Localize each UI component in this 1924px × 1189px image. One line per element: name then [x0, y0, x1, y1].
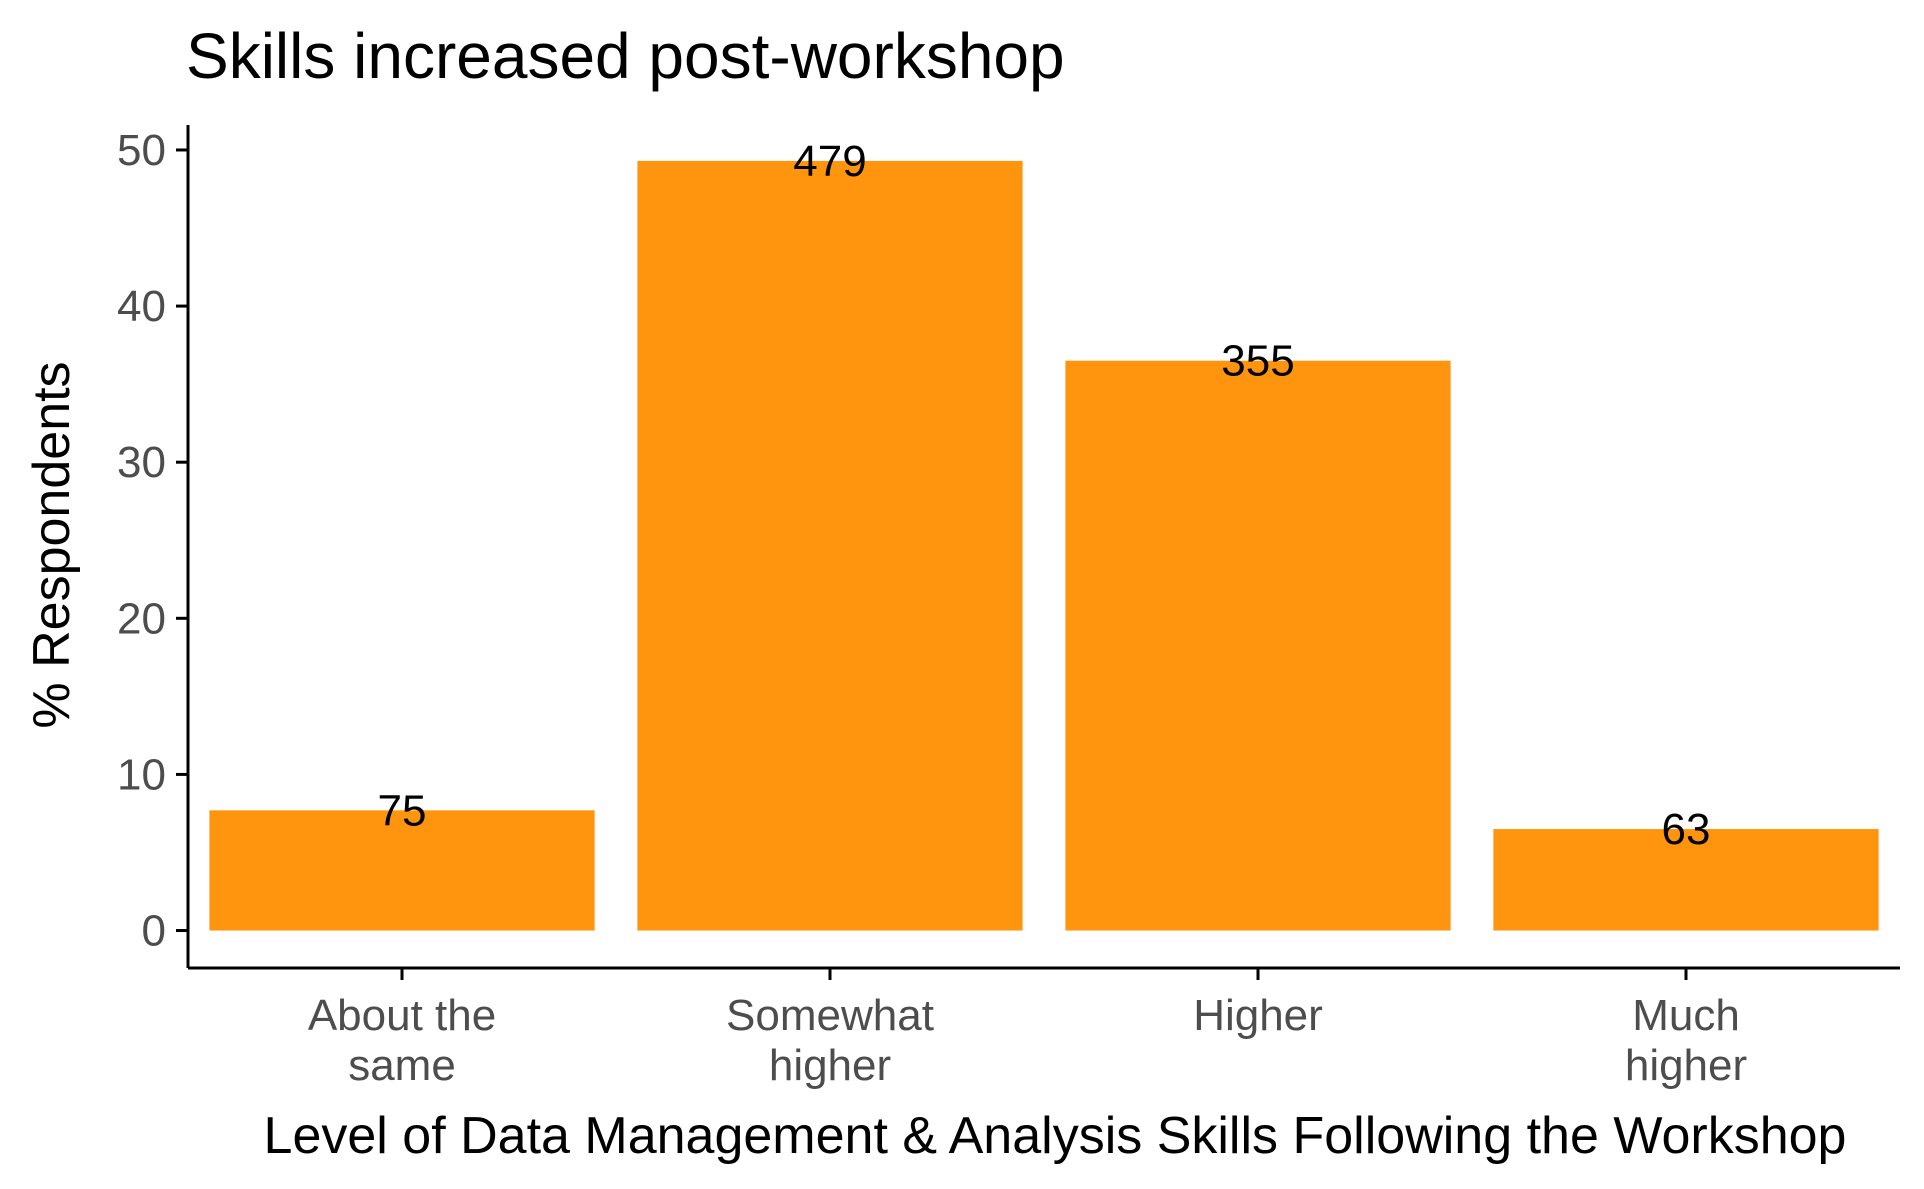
bar: [1065, 360, 1451, 931]
chart-title: Skills increased post-workshop: [186, 20, 1065, 92]
data-label: 479: [793, 137, 866, 186]
x-tick-label: About the same: [308, 991, 496, 1090]
data-label: 63: [1662, 805, 1711, 854]
x-tick-label: Much higher: [1625, 991, 1747, 1090]
bar: [209, 810, 595, 931]
y-axis-title: % Respondents: [23, 361, 81, 728]
x-axis-title: Level of Data Management & Analysis Skil…: [264, 1107, 1847, 1165]
y-tick-label: 0: [142, 907, 166, 956]
x-tick-label: Higher: [1193, 991, 1323, 1040]
y-tick-label: 40: [117, 282, 166, 331]
plot-area: 75 479 355 63 0 10 20 30 40 50 About the same Somewh…: [117, 125, 1900, 1090]
x-tick-label: Somewhat higher: [726, 991, 934, 1090]
data-label: 355: [1221, 337, 1294, 386]
y-tick-label: 50: [117, 126, 166, 175]
y-tick-label: 30: [117, 438, 166, 487]
y-tick-label: 10: [117, 750, 166, 799]
bar: [1493, 829, 1879, 931]
data-label: 75: [378, 786, 427, 835]
y-tick-label: 20: [117, 594, 166, 643]
bar: [637, 160, 1023, 931]
